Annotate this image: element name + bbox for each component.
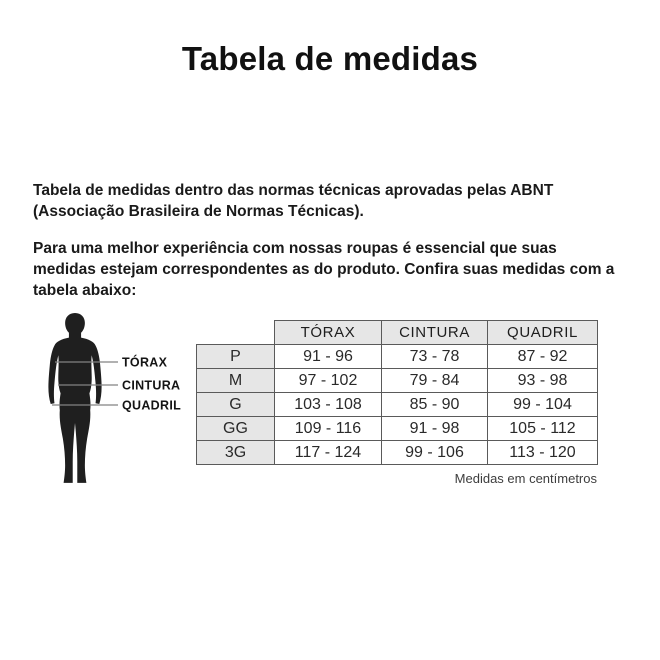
cintura-value-cell: 91 - 98 [381, 416, 488, 441]
chest-label: TÓRAX [122, 355, 168, 370]
torax-value-cell: 103 - 108 [274, 392, 382, 417]
paragraph-line: medidas estejam correspondentes as do pr… [33, 261, 615, 278]
size-measurements-table: TÓRAX CINTURA QUADRIL P 91 - 96 73 - 78 … [196, 320, 598, 465]
quadril-value-cell: 87 - 92 [487, 344, 598, 369]
cintura-value-cell: 79 - 84 [381, 368, 488, 393]
torax-value-cell: 97 - 102 [274, 368, 382, 393]
size-label-cell: GG [196, 416, 275, 441]
table-header-row: TÓRAX CINTURA QUADRIL [196, 320, 598, 345]
table-row: 3G 117 - 124 99 - 106 113 - 120 [196, 440, 598, 465]
column-header-quadril: QUADRIL [487, 320, 598, 345]
cintura-value-cell: 73 - 78 [381, 344, 488, 369]
table-row: M 97 - 102 79 - 84 93 - 98 [196, 368, 598, 393]
paragraph-line: tabela abaixo: [33, 282, 137, 299]
paragraph-line: Tabela de medidas dentro das normas técn… [33, 182, 554, 199]
table-row: P 91 - 96 73 - 78 87 - 92 [196, 344, 598, 369]
torax-value-cell: 91 - 96 [274, 344, 382, 369]
hip-label: QUADRIL [122, 399, 181, 413]
units-footnote: Medidas em centímetros [454, 471, 597, 486]
intro-paragraph-abnt: Tabela de medidas dentro das normas técn… [33, 180, 633, 222]
intro-paragraph-instructions: Para uma melhor experiência com nossas r… [33, 238, 633, 301]
quadril-value-cell: 105 - 112 [487, 416, 598, 441]
table-corner-blank-cell [196, 320, 275, 345]
size-label-cell: G [196, 392, 275, 417]
torax-value-cell: 109 - 116 [274, 416, 382, 441]
cintura-value-cell: 85 - 90 [381, 392, 488, 417]
torax-value-cell: 117 - 124 [274, 440, 382, 465]
column-header-torax: TÓRAX [274, 320, 382, 345]
paragraph-line: Para uma melhor experiência com nossas r… [33, 240, 557, 257]
body-measurement-figure: TÓRAX CINTURA QUADRIL [40, 310, 190, 488]
cintura-value-cell: 99 - 106 [381, 440, 488, 465]
size-label-cell: P [196, 344, 275, 369]
size-label-cell: 3G [196, 440, 275, 465]
quadril-value-cell: 93 - 98 [487, 368, 598, 393]
waist-label: CINTURA [122, 379, 180, 393]
quadril-value-cell: 113 - 120 [487, 440, 598, 465]
size-label-cell: M [196, 368, 275, 393]
table-row: GG 109 - 116 91 - 98 105 - 112 [196, 416, 598, 441]
paragraph-line: (Associação Brasileira de Normas Técnica… [33, 203, 364, 220]
male-body-silhouette-icon: TÓRAX CINTURA QUADRIL [48, 313, 181, 483]
page-title: Tabela de medidas [181, 40, 479, 77]
column-header-cintura: CINTURA [381, 320, 488, 345]
quadril-value-cell: 99 - 104 [487, 392, 598, 417]
table-row: G 103 - 108 85 - 90 99 - 104 [196, 392, 598, 417]
